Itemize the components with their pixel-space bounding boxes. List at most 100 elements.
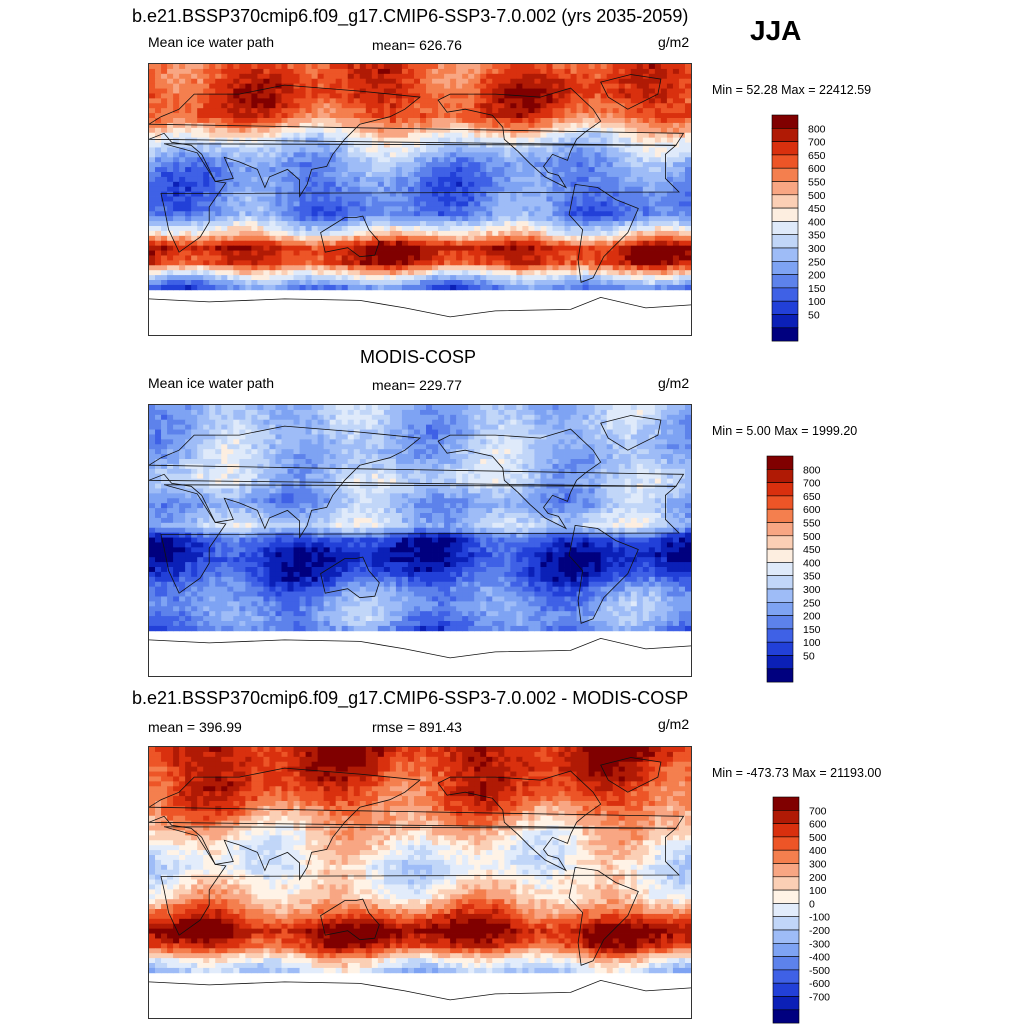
- heat-cell: [462, 181, 469, 188]
- heat-cell: [600, 280, 608, 286]
- heat-cell: [654, 167, 662, 173]
- heat-cell: [407, 142, 415, 148]
- heat-cell: [480, 250, 487, 256]
- heat-cell: [636, 226, 644, 232]
- heat-cell: [546, 83, 553, 89]
- heat-cell: [420, 162, 427, 168]
- heat-cell: [660, 280, 668, 286]
- heat-cell: [281, 255, 288, 261]
- heat-cell: [377, 113, 385, 119]
- heat-cell: [359, 127, 367, 134]
- heat-cell: [215, 284, 222, 291]
- heat-cell: [540, 88, 547, 94]
- heat-cell: [552, 191, 559, 197]
- heat-cell: [438, 167, 445, 173]
- heat-cell: [432, 240, 439, 247]
- colorbar-tick-label: 500: [808, 190, 826, 202]
- heat-cell: [438, 434, 445, 440]
- heat-cell: [305, 216, 312, 222]
- heat-cell: [347, 181, 355, 188]
- heat-cell: [293, 206, 300, 212]
- heat-cell: [311, 73, 319, 80]
- heat-cell: [618, 245, 626, 251]
- heat-cell: [389, 142, 397, 148]
- heat-cell: [383, 157, 391, 163]
- heat-cell: [492, 103, 499, 109]
- heat-cell: [149, 429, 156, 435]
- heat-cell: [311, 275, 319, 281]
- heat-cell: [420, 152, 427, 158]
- heat-cell: [389, 167, 397, 173]
- heat-cell: [413, 405, 421, 411]
- heat-cell: [516, 196, 523, 202]
- heat-cell: [462, 98, 469, 104]
- heat-cell: [197, 78, 204, 85]
- heat-cell: [335, 132, 343, 139]
- heat-cell: [534, 113, 541, 119]
- heat-cell: [215, 83, 222, 89]
- heat-cell: [546, 201, 553, 207]
- heat-cell: [347, 78, 355, 85]
- heat-cell: [660, 226, 668, 232]
- heat-cell: [203, 73, 210, 80]
- heat-cell: [347, 275, 355, 281]
- heat-cell: [444, 260, 451, 266]
- heat-cell: [173, 240, 180, 247]
- heat-cell: [534, 230, 541, 237]
- heat-cell: [474, 172, 481, 178]
- heat-cell: [383, 181, 391, 188]
- heat-cell: [486, 439, 493, 445]
- heat-cell: [546, 419, 553, 426]
- heat-cell: [305, 235, 312, 242]
- heat-cell: [654, 118, 662, 124]
- heat-cell: [576, 113, 583, 119]
- heat-cell: [275, 250, 282, 256]
- heat-cell: [552, 201, 559, 207]
- heat-cell: [323, 103, 331, 109]
- heat-cell: [684, 127, 691, 134]
- heat-cell: [516, 122, 523, 129]
- heat-cell: [564, 108, 571, 114]
- heat-cell: [257, 206, 264, 212]
- heat-cell: [377, 181, 385, 188]
- heat-cell: [311, 260, 319, 266]
- heat-cell: [191, 162, 198, 168]
- heat-cell: [534, 186, 541, 193]
- heat-cell: [329, 414, 337, 421]
- heat-cell: [155, 221, 162, 227]
- heat-cell: [197, 260, 204, 266]
- heat-cell: [534, 260, 541, 266]
- heat-cell: [179, 93, 186, 99]
- heat-cell: [510, 245, 517, 251]
- heat-cell: [450, 196, 457, 202]
- heat-cell: [245, 201, 252, 207]
- heat-cell: [654, 132, 662, 139]
- heat-cell: [413, 265, 421, 271]
- heat-cell: [347, 191, 355, 197]
- heat-cell: [534, 196, 541, 202]
- heat-cell: [299, 157, 306, 163]
- heat-cell: [269, 439, 276, 445]
- heat-cell: [630, 191, 638, 197]
- heat-cell: [341, 186, 349, 193]
- heat-cell: [642, 68, 650, 75]
- heat-cell: [444, 206, 451, 212]
- heat-cell: [654, 235, 662, 242]
- heat-cell: [323, 211, 331, 217]
- heat-cell: [263, 211, 270, 217]
- heat-cell: [528, 103, 535, 109]
- heat-cell: [618, 132, 626, 139]
- heat-cell: [353, 113, 361, 119]
- heat-cell: [492, 201, 499, 207]
- heat-cell: [173, 201, 180, 207]
- heat-cell: [257, 152, 264, 158]
- heat-cell: [233, 206, 240, 212]
- heat-cell: [311, 280, 319, 286]
- heat-cell: [546, 245, 553, 251]
- heat-cell: [275, 73, 282, 80]
- heat-cell: [401, 103, 409, 109]
- heat-cell: [209, 424, 216, 430]
- heat-cell: [161, 405, 168, 411]
- heat-cell: [492, 186, 499, 193]
- heat-cell: [618, 127, 626, 134]
